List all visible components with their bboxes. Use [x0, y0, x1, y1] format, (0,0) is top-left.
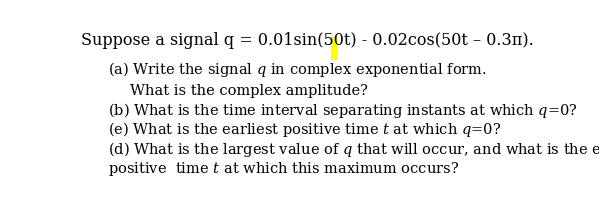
Text: (e) What is the earliest positive time $t$ at which $q$=0?: (e) What is the earliest positive time $… — [108, 120, 501, 139]
Text: Suppose a signal q = 0.01sin(50t) - 0.02cos(50t – 0.3π).: Suppose a signal q = 0.01sin(50t) - 0.02… — [81, 32, 534, 49]
Bar — [331, 37, 337, 60]
Text: (d) What is the largest value of $q$ that will occur, and what is the earliest: (d) What is the largest value of $q$ tha… — [108, 140, 599, 159]
Text: What is the complex amplitude?: What is the complex amplitude? — [129, 84, 368, 98]
Text: (b) What is the time interval separating instants at which $q$=0?: (b) What is the time interval separating… — [108, 101, 578, 120]
Text: positive  time $t$ at which this maximum occurs?: positive time $t$ at which this maximum … — [108, 160, 459, 178]
Text: (a) Write the signal $q$ in complex exponential form.: (a) Write the signal $q$ in complex expo… — [108, 60, 487, 79]
